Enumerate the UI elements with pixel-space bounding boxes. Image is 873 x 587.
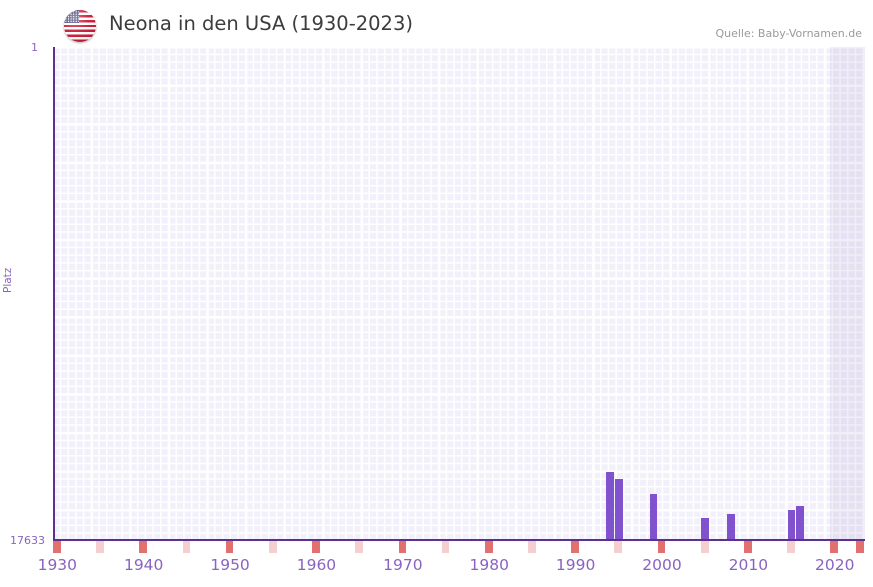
chart-bar	[727, 514, 735, 540]
x-axis-tick-major	[744, 541, 752, 553]
chart-bar	[787, 509, 796, 540]
page-title: Neona in den USA (1930-2023)	[109, 12, 413, 35]
chart-bar	[701, 517, 709, 540]
x-axis-tick-major	[312, 541, 320, 553]
x-axis-tick-label: 1980	[469, 556, 509, 574]
chart-bar	[649, 494, 658, 540]
x-axis-tick-label: 1970	[383, 556, 423, 574]
y-axis-line	[53, 47, 56, 540]
x-axis-tick-major	[856, 541, 865, 553]
chart-plot-area	[53, 47, 865, 540]
x-axis-tick-major	[484, 541, 493, 553]
x-axis-tick-major	[225, 541, 234, 553]
chart-source-label: Quelle: Baby-Vornamen.de	[715, 27, 862, 40]
x-axis-labels: 1930 1940 1950 1960 1970 1980 1990 2000 2010 2020	[0, 556, 873, 582]
x-axis-tick-major	[571, 541, 579, 553]
x-axis-tick-minor	[268, 541, 277, 553]
x-axis-tick-label: 2000	[642, 556, 682, 574]
chart-bar	[615, 478, 623, 540]
x-axis-tick-label: 2010	[728, 556, 769, 574]
x-axis-tick-label: 2020	[815, 556, 855, 574]
grid-major	[53, 47, 865, 540]
chart-bar	[606, 471, 614, 540]
x-axis-tick-minor	[96, 541, 104, 553]
x-axis-tick-minor	[355, 541, 364, 553]
x-axis-tick-major	[830, 541, 839, 553]
x-axis-tick-minor	[787, 541, 795, 553]
x-axis-tick-label: 1940	[123, 556, 164, 574]
x-axis-tick-label: 1950	[210, 556, 250, 574]
flag-gloss	[64, 10, 96, 42]
x-axis-tick-minor	[441, 541, 450, 553]
chart-header: Neona in den USA (1930-2023) Quelle: Bab…	[0, 0, 873, 46]
x-axis-tick-minor	[614, 541, 623, 553]
x-axis-tick-label: 1960	[296, 556, 337, 574]
x-axis-tick-major	[657, 541, 666, 553]
x-axis-tick-major	[139, 541, 148, 553]
flag-canton	[64, 10, 79, 24]
projection-band	[830, 47, 865, 540]
x-axis-tick-major	[53, 541, 61, 553]
x-axis-tick-label: 1930	[37, 556, 78, 574]
y-axis-top-label: 1	[31, 41, 38, 54]
x-axis-ticks	[53, 541, 865, 553]
chart-bar	[796, 506, 804, 540]
y-axis-title: Platz	[2, 267, 14, 293]
x-axis-tick-label: 1990	[555, 556, 596, 574]
x-axis-tick-minor	[700, 541, 709, 553]
bars-layer	[53, 47, 865, 540]
x-axis-tick-major	[398, 541, 407, 553]
us-flag-icon	[64, 10, 96, 42]
x-axis-tick-minor	[182, 541, 191, 553]
x-axis-line	[53, 539, 865, 542]
x-axis-tick-minor	[528, 541, 536, 553]
y-axis-bottom-label: 17633	[10, 534, 45, 547]
